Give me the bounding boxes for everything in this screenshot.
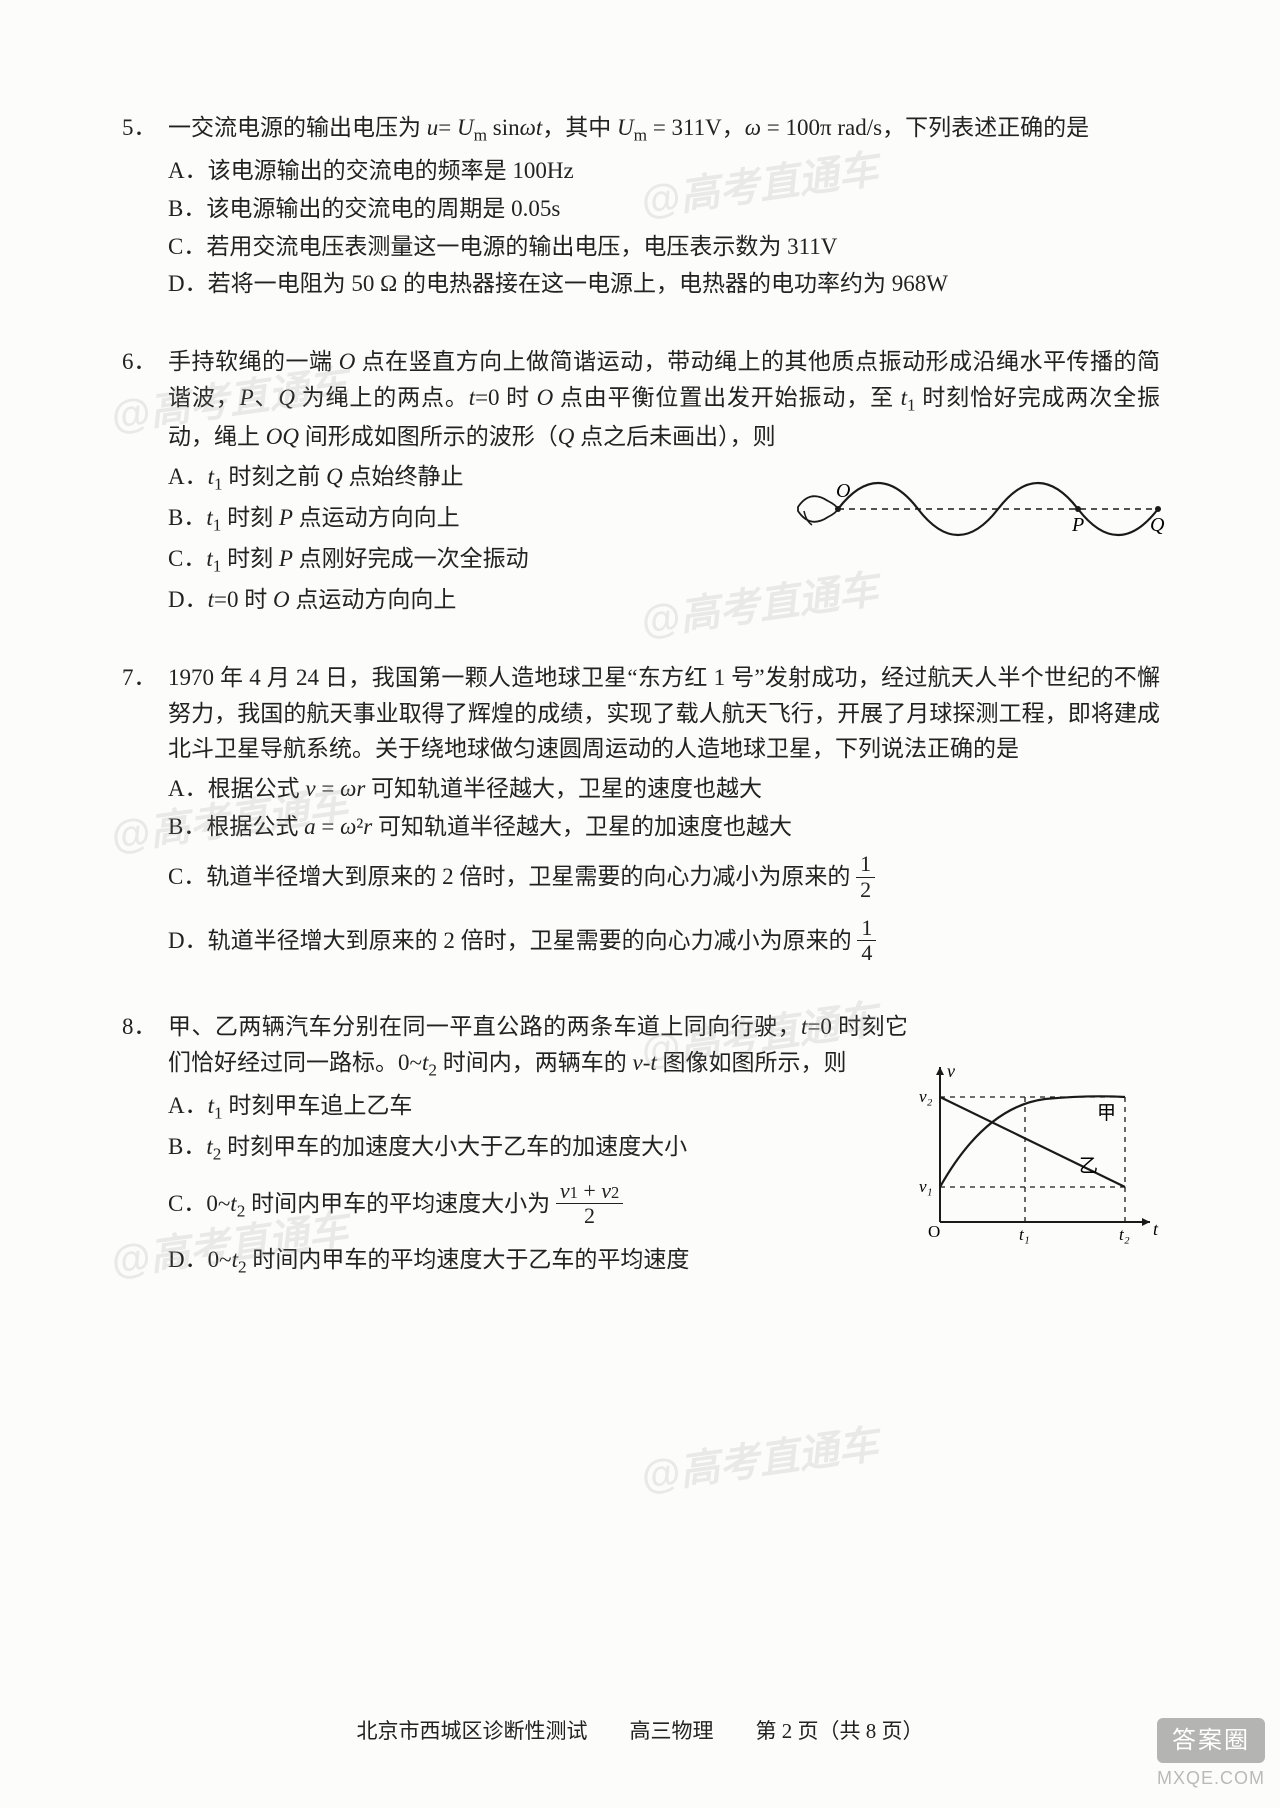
q7-option-b: B．根据公式 a = ω²r 可知轨道半径越大，卫星的加速度也越大 xyxy=(168,809,1160,845)
svg-text:甲: 甲 xyxy=(1097,1103,1116,1124)
q8-option-b: B．t2 时刻甲车的加速度大小大于乙车的加速度大小 xyxy=(168,1129,748,1168)
q6-option-d: D．t=0 时 O 点运动方向向上 xyxy=(168,582,748,618)
svg-text:乙: 乙 xyxy=(1079,1156,1098,1177)
exam-page: 5． 一交流电源的输出电压为 u= Um sinωt，其中 Um = 311V，… xyxy=(0,0,1280,1808)
q5-option-c: C．若用交流电压表测量这一电源的输出电压，电压表示数为 311V xyxy=(168,229,1160,265)
corner-l2: MXQE.COM xyxy=(1157,1765,1265,1793)
svg-text:t₂: t₂ xyxy=(1119,1225,1130,1244)
corner-l1: 答案圈 xyxy=(1157,1718,1265,1763)
q7-option-d: D．轨道半径增大到原来的 2 倍时，卫星需要的向心力减小为原来的 14 xyxy=(168,918,1160,967)
q5-body: 一交流电源的输出电压为 u= Um sinωt，其中 Um = 311V，ω =… xyxy=(130,110,1160,302)
q8-text: 甲、乙两辆汽车分别在同一平直公路的两条车道上同向行驶，t=0 时刻它们恰好经过同… xyxy=(168,1009,908,1084)
svg-text:v₁: v₁ xyxy=(919,1177,932,1196)
question-5: 5． 一交流电源的输出电压为 u= Um sinωt，其中 Um = 311V，… xyxy=(130,110,1160,302)
q7-optd-text: D．轨道半径增大到原来的 2 倍时，卫星需要的向心力减小为原来的 xyxy=(168,928,852,953)
q5-option-b: B．该电源输出的交流电的周期是 0.05s xyxy=(168,191,1160,227)
q8-option-d: D．0~t2 时间内甲车的平均速度大于乙车的平均速度 xyxy=(168,1242,748,1281)
q8-number: 8． xyxy=(122,1009,157,1045)
svg-text:t₁: t₁ xyxy=(1019,1225,1030,1244)
q6-option-a: A．t1 时刻之前 Q 点始终静止 xyxy=(168,459,748,498)
question-6: 6． 手持软绳的一端 O 点在竖直方向上做简谐运动，带动绳上的其他质点振动形成沿… xyxy=(130,344,1160,618)
q5-option-d: D．若将一电阻为 50 Ω 的电热器接在这一电源上，电热器的电功率约为 968W xyxy=(168,266,1160,302)
svg-text:v: v xyxy=(947,1061,955,1081)
svg-text:Q: Q xyxy=(1150,514,1165,536)
svg-text:O: O xyxy=(836,480,850,502)
q7-number: 7． xyxy=(122,660,157,696)
q8-option-c: C．0~t2 时间内甲车的平均速度大小为 v1 + v22 xyxy=(168,1181,748,1230)
q7-frac-d: 14 xyxy=(857,916,876,965)
q6-text: 手持软绳的一端 O 点在竖直方向上做简谐运动，带动绳上的其他质点振动形成沿绳水平… xyxy=(168,344,1160,455)
wave-diagram: O P Q xyxy=(790,459,1170,559)
q5-number: 5． xyxy=(122,110,157,146)
q6-number: 6． xyxy=(122,344,157,380)
q6-option-b: B．t1 时刻 P 点运动方向向上 xyxy=(168,500,748,539)
q7-option-c: C．轨道半径增大到原来的 2 倍时，卫星需要的向心力减小为原来的 12 xyxy=(168,854,1160,903)
q8-frac-c: v1 + v22 xyxy=(556,1179,623,1228)
q8-option-a: A．t1 时刻甲车追上乙车 xyxy=(168,1088,748,1127)
question-7: 7． 1970 年 4 月 24 日，我国第一颗人造地球卫星“东方红 1 号”发… xyxy=(130,660,1160,967)
q6-option-c: C．t1 时刻 P 点刚好完成一次全振动 xyxy=(168,541,748,580)
svg-text:O: O xyxy=(928,1222,940,1241)
q7-body: 1970 年 4 月 24 日，我国第一颗人造地球卫星“东方红 1 号”发射成功… xyxy=(130,660,1160,967)
q5-option-a: A．该电源输出的交流电的频率是 100Hz xyxy=(168,153,1160,189)
page-footer: 北京市西城区诊断性测试 高三物理 第 2 页（共 8 页） xyxy=(0,1715,1280,1748)
svg-text:P: P xyxy=(1071,514,1084,536)
q5-text: 一交流电源的输出电压为 u= Um sinωt，其中 Um = 311V，ω =… xyxy=(168,110,1160,149)
svg-text:v₂: v₂ xyxy=(919,1087,933,1106)
q7-optc-text: C．轨道半径增大到原来的 2 倍时，卫星需要的向心力减小为原来的 xyxy=(168,864,850,889)
svg-text:t: t xyxy=(1153,1219,1159,1239)
vt-diagram: v t v₂ v₁ t₁ t₂ O 甲 乙 xyxy=(895,1057,1165,1252)
q7-frac-c: 12 xyxy=(856,852,875,901)
question-8: 8． 甲、乙两辆汽车分别在同一平直公路的两条车道上同向行驶，t=0 时刻它们恰好… xyxy=(130,1009,1160,1281)
q7-text: 1970 年 4 月 24 日，我国第一颗人造地球卫星“东方红 1 号”发射成功… xyxy=(168,660,1160,767)
q7-option-a: A．根据公式 v = ωr 可知轨道半径越大，卫星的速度也越大 xyxy=(168,771,1160,807)
corner-watermark: 答案圈 MXQE.COM xyxy=(1157,1718,1265,1793)
